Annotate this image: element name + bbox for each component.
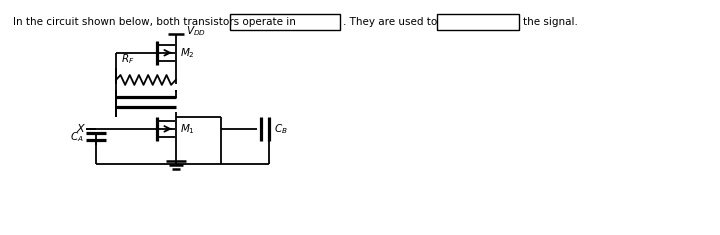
Text: $C_A$: $C_A$ [71, 130, 84, 144]
Text: X: X [76, 124, 84, 134]
Text: In the circuit shown below, both transistors operate in: In the circuit shown below, both transis… [14, 17, 296, 27]
Text: $M_1$: $M_1$ [180, 122, 194, 136]
Text: $V_{DD}$: $V_{DD}$ [186, 24, 206, 38]
Text: $R_F$: $R_F$ [121, 52, 135, 66]
Text: the signal.: the signal. [523, 17, 578, 27]
Text: $C_B$: $C_B$ [274, 122, 288, 136]
Bar [437, 14, 519, 30]
Text: $M_2$: $M_2$ [180, 46, 194, 60]
Text: . They are used to: . They are used to [343, 17, 437, 27]
Bar [230, 14, 340, 30]
